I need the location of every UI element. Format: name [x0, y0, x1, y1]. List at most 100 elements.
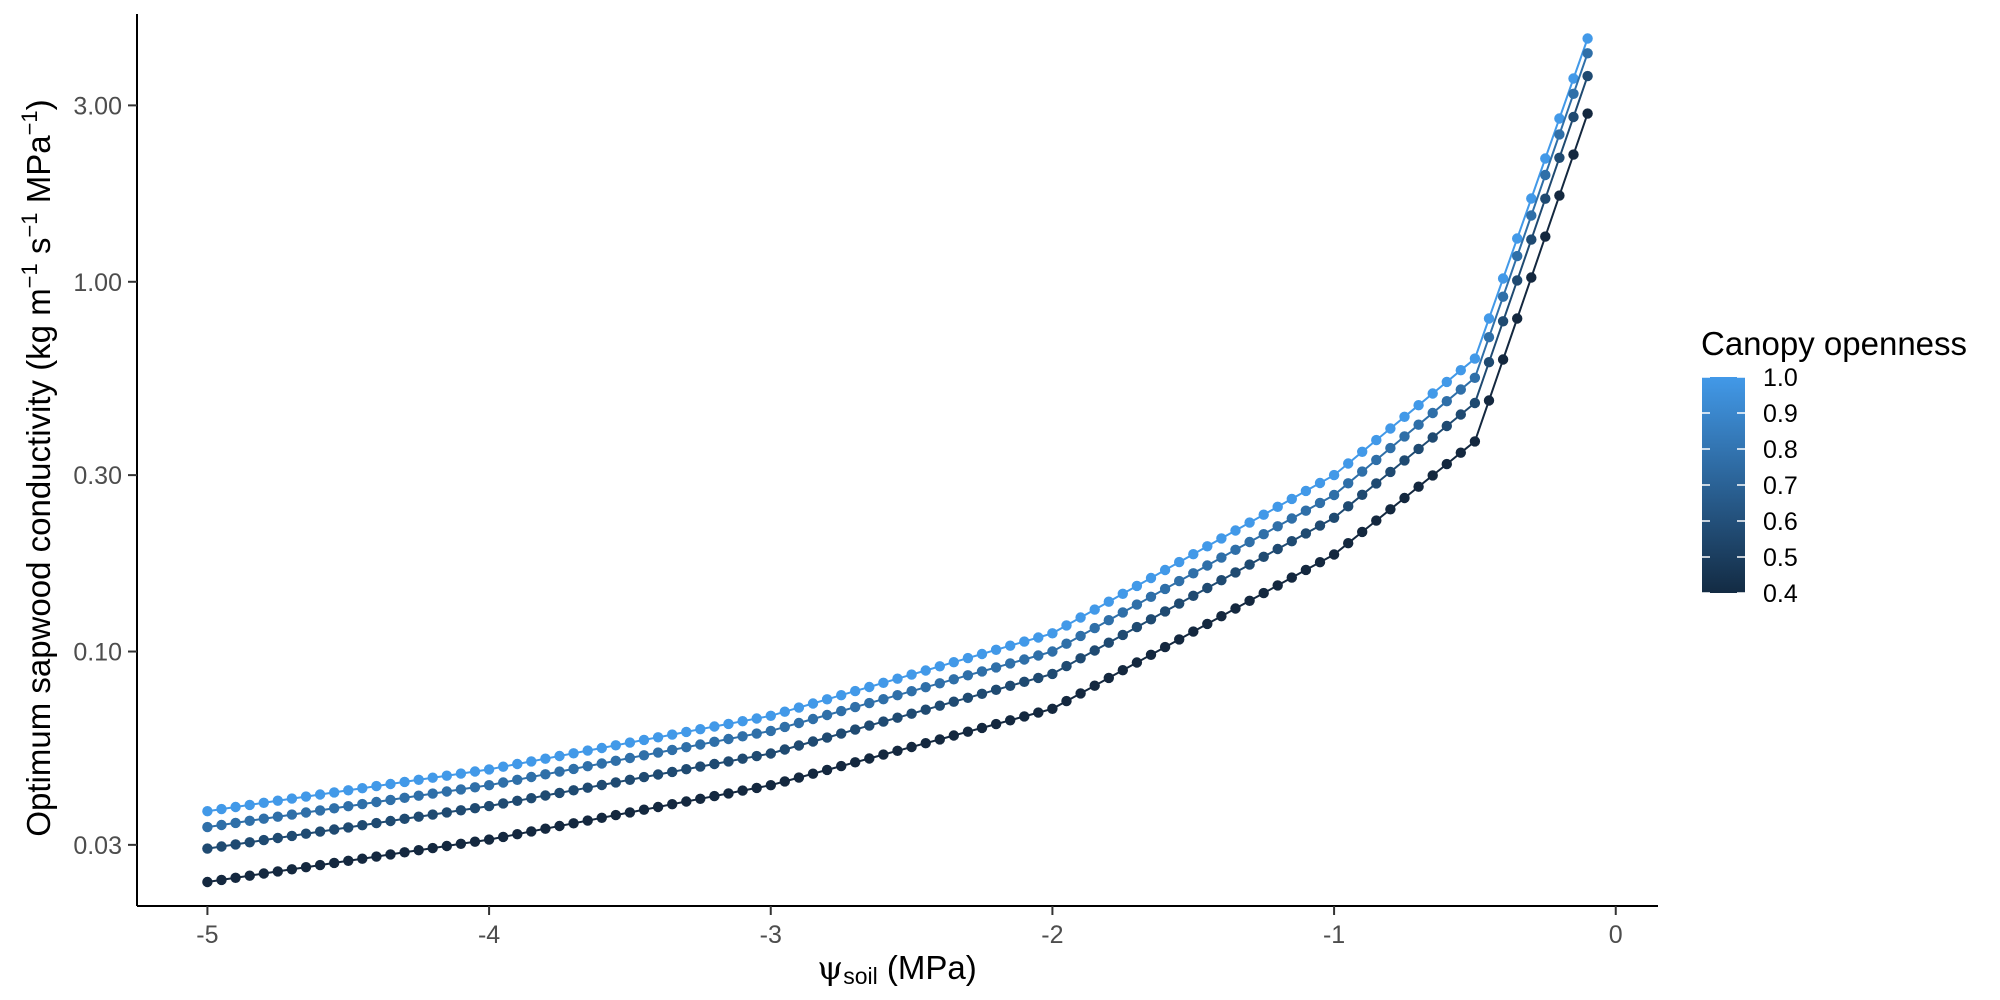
- data-point: [976, 688, 988, 699]
- data-point: [1103, 615, 1115, 626]
- data-point: [1385, 466, 1396, 478]
- legend-labels: 1.0 0.9 0.8 0.7 0.6 0.5 0.4: [1702, 364, 1798, 608]
- data-point: [1497, 291, 1509, 302]
- data-point: [920, 682, 931, 693]
- data-point: [300, 791, 312, 802]
- data-point: [343, 785, 354, 796]
- data-point: [526, 756, 537, 767]
- data-point: [329, 824, 340, 835]
- data-point: [624, 752, 636, 764]
- data-point: [878, 716, 889, 727]
- data-point: [314, 789, 326, 800]
- data-point: [1582, 108, 1593, 119]
- data-point: [272, 811, 283, 822]
- data-point: [864, 720, 875, 731]
- data-point: [962, 726, 974, 737]
- data-point: [427, 842, 438, 854]
- data-point: [399, 813, 410, 824]
- series-openness-0.4: [202, 108, 1593, 888]
- data-point: [1582, 33, 1593, 44]
- data-point: [1117, 588, 1129, 599]
- data-point: [751, 713, 762, 724]
- data-point: [667, 744, 678, 756]
- data-point: [1343, 538, 1354, 549]
- data-point: [413, 790, 424, 801]
- data-point: [202, 876, 213, 888]
- data-point: [1357, 446, 1368, 457]
- data-point: [329, 787, 340, 798]
- data-point: [554, 750, 565, 762]
- data-point: [300, 828, 312, 839]
- data-point: [1314, 497, 1326, 509]
- data-point: [695, 761, 706, 772]
- data-point: [385, 778, 396, 790]
- data-point: [1230, 544, 1241, 555]
- data-point: [976, 722, 988, 734]
- data-point: [1554, 113, 1565, 124]
- data-point: [1455, 447, 1467, 458]
- data-point: [1483, 395, 1495, 406]
- data-point: [1230, 525, 1241, 536]
- data-point: [1413, 481, 1424, 492]
- data-point: [1230, 603, 1241, 614]
- data-point: [1089, 680, 1100, 691]
- data-point: [1455, 384, 1467, 395]
- data-point: [216, 819, 227, 831]
- data-point: [1075, 653, 1086, 664]
- data-point: [1033, 632, 1044, 643]
- data-point: [1286, 572, 1298, 583]
- x-tick-label: -2: [1041, 921, 1063, 949]
- data-point: [1117, 629, 1129, 641]
- legend-label: 0.5: [1763, 544, 1798, 572]
- data-point: [1174, 598, 1185, 609]
- data-point: [1371, 478, 1382, 489]
- data-point: [638, 804, 650, 815]
- data-point: [1089, 645, 1100, 656]
- data-point: [1385, 423, 1396, 434]
- legend-label: 0.6: [1763, 508, 1798, 536]
- data-point: [906, 741, 917, 753]
- data-point: [1568, 73, 1579, 84]
- data-point: [1047, 703, 1058, 714]
- data-point: [624, 737, 636, 748]
- data-point: [1413, 443, 1424, 455]
- data-point: [483, 834, 495, 845]
- data-point: [1582, 48, 1593, 59]
- data-point: [850, 701, 861, 713]
- data-point: [1441, 420, 1453, 432]
- data-point: [230, 801, 241, 813]
- data-point: [793, 740, 805, 751]
- data-point: [948, 657, 959, 668]
- data-point: [498, 831, 509, 843]
- data-point: [1469, 353, 1481, 364]
- data-point: [1005, 715, 1016, 726]
- data-point: [357, 820, 368, 831]
- data-point: [920, 704, 931, 715]
- data-point: [596, 779, 607, 791]
- data-point: [1441, 376, 1453, 388]
- data-point: [638, 750, 650, 761]
- data-point: [1483, 332, 1495, 343]
- data-point: [1512, 233, 1523, 244]
- data-point: [779, 744, 790, 755]
- data-point: [920, 738, 931, 749]
- data-point: [469, 803, 481, 814]
- data-point: [1512, 250, 1523, 262]
- data-point: [526, 826, 537, 837]
- data-point: [286, 809, 298, 820]
- legend-label: 0.8: [1763, 436, 1798, 464]
- data-point: [850, 685, 861, 697]
- series-line: [207, 113, 1589, 883]
- data-point: [1216, 552, 1227, 563]
- data-point: [709, 736, 720, 747]
- data-point: [990, 684, 1002, 695]
- data-point: [962, 670, 974, 681]
- data-point: [526, 771, 537, 783]
- data-point: [1540, 153, 1551, 164]
- data-point: [920, 665, 931, 676]
- data-point: [1047, 668, 1058, 680]
- data-point: [498, 777, 509, 788]
- data-point: [258, 797, 269, 808]
- data-point: [948, 730, 959, 741]
